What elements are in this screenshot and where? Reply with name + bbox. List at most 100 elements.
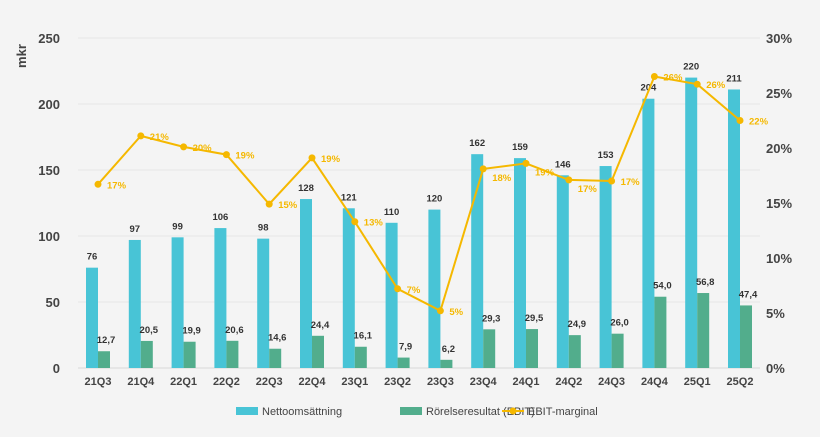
margin-label: 19%: [321, 154, 341, 165]
revenue-label: 128: [298, 183, 314, 194]
y-tick-label: 150: [38, 163, 60, 178]
margin-label: 17%: [107, 180, 127, 191]
y2-tick-label: 10%: [766, 251, 792, 266]
revenue-label: 153: [598, 150, 614, 161]
revenue-bar: [86, 267, 98, 368]
x-tick-label: 21Q3: [85, 376, 112, 388]
revenue-label: 98: [258, 223, 269, 234]
margin-point: [479, 165, 487, 173]
margin-label: 19%: [235, 151, 255, 162]
margin-point: [650, 73, 658, 80]
margin-label: 17%: [621, 177, 641, 188]
ebit-label: 29,5: [525, 313, 544, 324]
margin-point: [351, 218, 359, 226]
revenue-bar: [556, 175, 569, 368]
ebit-bar: [312, 335, 324, 368]
revenue-label: 121: [341, 192, 358, 203]
margin-label: 5%: [449, 307, 463, 318]
revenue-label: 120: [426, 194, 442, 205]
x-tick-label: 23Q4: [470, 376, 498, 388]
revenue-bar: [342, 208, 355, 368]
revenue-bar: [385, 222, 398, 368]
margin-label: 20%: [193, 143, 213, 154]
ebit-bar: [226, 340, 239, 368]
revenue-label: 97: [130, 224, 141, 235]
y2-tick-label: 30%: [766, 31, 792, 46]
revenue-bar: [300, 199, 312, 368]
ebit-label: 26,0: [610, 318, 629, 329]
ebit-label: 24,4: [311, 320, 330, 331]
x-tick-label: 23Q3: [427, 376, 454, 388]
ebit-label: 47,4: [739, 289, 758, 300]
ebit-bar: [397, 357, 410, 368]
y2-tick-label: 15%: [766, 196, 792, 211]
ebit-bar: [654, 296, 667, 368]
x-tick-label: 22Q3: [256, 376, 283, 388]
x-tick-label: 23Q1: [341, 376, 368, 388]
margin-point: [222, 151, 230, 159]
legend-swatch-revenue: [236, 407, 258, 415]
legend-swatch-ebit: [400, 407, 422, 415]
ebit-label: 20,6: [225, 325, 244, 336]
revenue-bar: [514, 158, 526, 368]
ebit-label: 54,0: [653, 281, 672, 292]
x-tick-label: 24Q2: [555, 376, 582, 388]
ebit-bar: [483, 329, 496, 368]
revenue-bar: [128, 239, 141, 368]
margin-label: 7%: [407, 285, 421, 296]
margin-point: [522, 159, 530, 167]
revenue-label: 220: [683, 62, 699, 73]
margin-label: 17%: [578, 184, 598, 195]
margin-point: [565, 176, 573, 184]
ebit-bar: [140, 340, 153, 368]
ebit-label: 20,5: [140, 325, 159, 336]
x-tick-label: 22Q1: [170, 376, 197, 388]
ebit-bar: [611, 333, 624, 368]
revenue-label: 146: [555, 159, 571, 170]
revenue-label: 159: [512, 142, 528, 153]
ebit-label: 6,2: [442, 344, 455, 355]
revenue-label: 76: [87, 252, 98, 263]
revenue-bar: [428, 209, 441, 368]
revenue-label: 99: [172, 221, 183, 232]
margin-point: [137, 132, 145, 140]
margin-point: [94, 180, 102, 188]
y-tick-label: 250: [38, 31, 60, 46]
ebit-bar: [183, 341, 196, 368]
revenue-bar: [214, 228, 227, 368]
ebit-label: 14,6: [268, 333, 287, 344]
margin-point: [180, 143, 188, 151]
margin-point: [736, 117, 744, 124]
ebit-label: 24,9: [568, 319, 587, 330]
revenue-bar: [642, 98, 655, 368]
x-tick-label: 23Q2: [384, 376, 411, 388]
revenue-bar: [728, 89, 740, 368]
ebit-label: 29,3: [482, 313, 501, 324]
revenue-bar: [599, 166, 612, 368]
ebit-label: 56,8: [696, 277, 715, 288]
x-tick-label: 22Q4: [299, 376, 327, 388]
margin-label: 19%: [535, 167, 555, 178]
margin-point: [265, 200, 273, 208]
ebit-label: 12,7: [97, 335, 116, 346]
revenue-label: 162: [469, 138, 485, 149]
y-tick-label: 100: [38, 229, 60, 244]
revenue-bar: [171, 237, 184, 368]
x-tick-label: 25Q2: [727, 376, 754, 388]
x-tick-label: 25Q1: [684, 376, 711, 388]
y2-tick-label: 5%: [766, 306, 785, 321]
revenue-label: 106: [212, 212, 228, 223]
margin-label: 21%: [150, 132, 170, 143]
legend-marker-margin: [509, 407, 517, 415]
y-axis-label: mkr: [14, 44, 29, 68]
margin-point: [693, 80, 701, 88]
ebit-bar: [269, 348, 282, 368]
y-tick-label: 0: [53, 361, 60, 376]
margin-point: [608, 177, 616, 185]
revenue-bar: [685, 77, 698, 368]
ebit-bar: [568, 335, 581, 368]
x-tick-label: 24Q4: [641, 376, 669, 388]
y-tick-label: 200: [38, 97, 60, 112]
ebit-bar: [740, 305, 752, 368]
margin-label: 22%: [749, 117, 769, 128]
